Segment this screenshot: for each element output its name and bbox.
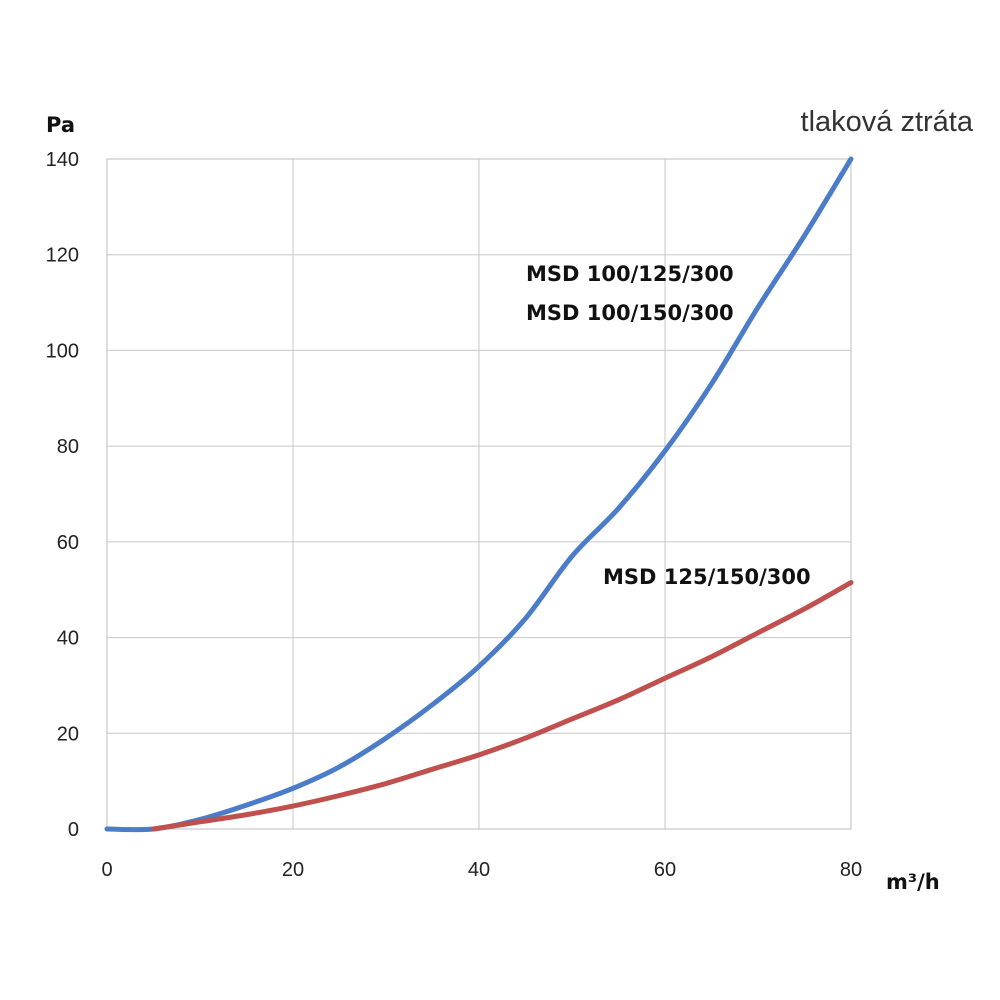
x-tick-label: 80 xyxy=(840,859,862,881)
series-line-0 xyxy=(104,156,854,833)
grid xyxy=(106,158,852,830)
y-tick-label: 80 xyxy=(57,436,79,458)
y-tick-label: 60 xyxy=(57,532,79,554)
series-line-1 xyxy=(151,580,854,832)
chart-title: tlaková ztráta xyxy=(801,106,974,138)
series-layer xyxy=(104,156,854,833)
y-tick-label: 140 xyxy=(46,149,79,171)
y-axis-label: Pa xyxy=(46,113,75,137)
y-tick-label: 120 xyxy=(46,245,79,267)
series-label-red: MSD 125/150/300 xyxy=(603,565,811,589)
y-tick-label: 20 xyxy=(57,723,79,745)
x-axis-label: m³/h xyxy=(886,870,940,894)
x-tick-label: 20 xyxy=(282,859,304,881)
series-label-blue-line-2: MSD 100/150/300 xyxy=(526,301,734,325)
y-tick-label: 40 xyxy=(57,628,79,650)
series-label-blue-line-1: MSD 100/125/300 xyxy=(526,262,734,286)
tick-labels: 0 20 40 60 80 100 120 140 0 20 40 60 80 xyxy=(46,149,863,881)
y-tick-label: 0 xyxy=(68,819,79,841)
y-tick-label: 100 xyxy=(46,340,79,362)
x-tick-label: 0 xyxy=(101,859,112,881)
x-tick-label: 60 xyxy=(654,859,676,881)
plot-area-frame xyxy=(106,158,852,830)
x-tick-label: 40 xyxy=(468,859,490,881)
